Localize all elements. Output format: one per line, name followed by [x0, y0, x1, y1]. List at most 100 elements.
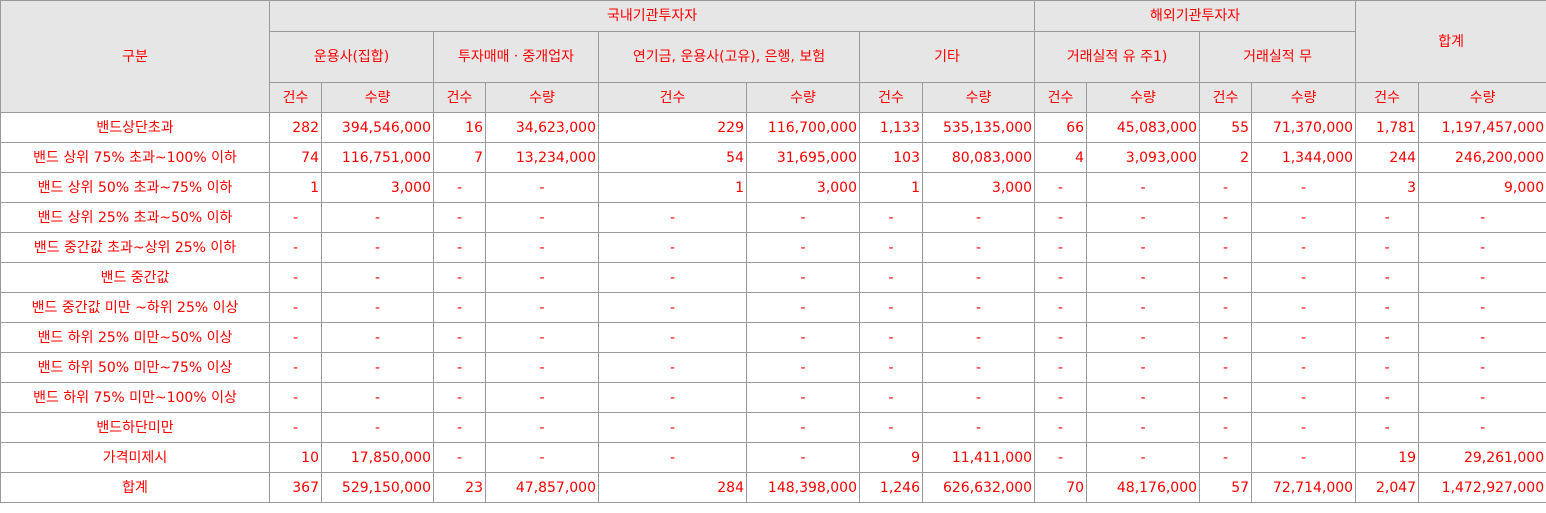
count-cell: - — [433, 262, 486, 293]
quantity-cell: 47,857,000 — [485, 472, 599, 503]
quantity-cell: - — [1086, 292, 1201, 323]
count-cell: 19 — [1355, 442, 1420, 473]
quantity-cell: - — [746, 202, 860, 233]
table-row: 밴드 하위 75% 미만~100% 이상 - - - - - - - - - - - - - - — [0, 382, 1546, 413]
quantity-cell: - — [1251, 232, 1357, 263]
count-cell: - — [1199, 382, 1253, 413]
count-cell: - — [859, 262, 923, 293]
count-column-header: 건수 — [1034, 82, 1088, 113]
quantity-cell: - — [485, 442, 599, 473]
quantity-cell: - — [921, 382, 1036, 413]
count-cell: - — [1355, 412, 1420, 443]
quantity-cell: 31,695,000 — [746, 142, 860, 173]
count-cell: - — [1199, 412, 1253, 443]
count-cell: 2 — [1199, 142, 1253, 173]
quantity-cell: - — [321, 232, 434, 263]
count-cell: - — [433, 202, 486, 233]
quantity-cell: - — [1086, 412, 1201, 443]
quantity-cell: 626,632,000 — [921, 472, 1036, 503]
count-cell: - — [1199, 322, 1253, 353]
count-cell: - — [859, 322, 923, 353]
row-label: 밴드 하위 50% 미만~75% 이상 — [0, 352, 270, 383]
quantity-cell: - — [321, 382, 434, 413]
count-cell: - — [1355, 262, 1420, 293]
quantity-cell: 48,176,000 — [1086, 472, 1201, 503]
count-cell: - — [269, 292, 322, 323]
quantity-cell: 116,700,000 — [746, 112, 860, 143]
count-cell: 16 — [433, 112, 486, 143]
group-header: 기타 — [858, 31, 1036, 83]
count-cell: 1 — [269, 172, 322, 203]
quantity-cell: - — [485, 172, 599, 203]
count-cell: - — [1355, 382, 1420, 413]
count-cell: - — [859, 352, 923, 383]
table-row: 밴드 상위 75% 초과~100% 이하 74 116,751,000 7 13,234… — [0, 142, 1546, 173]
count-cell: - — [269, 382, 322, 413]
quantity-column-header: 수량 — [321, 82, 434, 113]
quantity-cell: 17,850,000 — [321, 442, 434, 473]
quantity-cell: - — [485, 322, 599, 353]
table-row: 밴드하단미만 - - - - - - - - - - - - - - — [0, 412, 1546, 443]
count-cell: - — [269, 322, 322, 353]
table-body: 밴드상단초과 282 394,546,000 16 34,623,000 229 116,7… — [0, 112, 1546, 503]
count-cell: - — [433, 352, 486, 383]
count-cell: - — [1199, 292, 1253, 323]
row-label: 밴드 상위 50% 초과~75% 이하 — [0, 172, 270, 203]
quantity-cell: - — [321, 322, 434, 353]
count-cell: 2,047 — [1355, 472, 1420, 503]
quantity-cell: - — [746, 442, 860, 473]
count-cell: - — [433, 292, 486, 323]
count-cell: 1,781 — [1355, 112, 1420, 143]
group-header: 거래실적 무 — [1199, 31, 1357, 83]
quantity-cell: - — [1418, 412, 1546, 443]
quantity-column-header: 수량 — [1086, 82, 1201, 113]
count-cell: - — [598, 292, 747, 323]
row-label: 합계 — [0, 472, 270, 503]
quantity-cell: - — [1418, 352, 1546, 383]
quantity-cell: - — [1418, 262, 1546, 293]
quantity-cell: 13,234,000 — [485, 142, 599, 173]
count-cell: 74 — [269, 142, 322, 173]
quantity-cell: - — [485, 292, 599, 323]
quantity-cell: - — [1251, 172, 1357, 203]
table-row: 밴드 중간값 미만 ~하위 25% 이상 - - - - - - - - - - - - - - — [0, 292, 1546, 323]
count-cell: 10 — [269, 442, 322, 473]
quantity-cell: 1,197,457,000 — [1418, 112, 1546, 143]
quantity-cell: 11,411,000 — [921, 442, 1036, 473]
quantity-cell: - — [921, 232, 1036, 263]
quantity-cell: 1,472,927,000 — [1418, 472, 1546, 503]
quantity-cell: - — [485, 382, 599, 413]
count-column-header: 건수 — [859, 82, 923, 113]
count-cell: 1 — [859, 172, 923, 203]
quantity-cell: - — [321, 292, 434, 323]
table-row: 밴드 중간값 초과~상위 25% 이하 - - - - - - - - - - - - - - — [0, 232, 1546, 263]
quantity-column-header: 수량 — [485, 82, 599, 113]
quantity-cell: 9,000 — [1418, 172, 1546, 203]
count-cell: 57 — [1199, 472, 1253, 503]
count-cell: - — [598, 262, 747, 293]
quantity-cell: - — [1418, 292, 1546, 323]
count-cell: - — [269, 232, 322, 263]
count-cell: - — [1034, 382, 1088, 413]
quantity-cell: - — [1086, 322, 1201, 353]
table-row: 가격미제시 10 17,850,000- - - -9 11,411,000- - - -19 29… — [0, 442, 1546, 473]
quantity-cell: - — [1086, 352, 1201, 383]
quantity-column-header: 수량 — [746, 82, 860, 113]
quantity-cell: - — [1418, 382, 1546, 413]
quantity-cell: - — [746, 412, 860, 443]
quantity-cell: - — [485, 202, 599, 233]
count-cell: - — [859, 232, 923, 263]
row-label: 밴드 하위 75% 미만~100% 이상 — [0, 382, 270, 413]
count-cell: - — [1199, 202, 1253, 233]
count-cell: - — [1034, 352, 1088, 383]
quantity-cell: 29,261,000 — [1418, 442, 1546, 473]
row-label: 밴드 하위 25% 미만~50% 이상 — [0, 322, 270, 353]
table-row: 밴드 중간값 - - - - - - - - - - - - - - — [0, 262, 1546, 293]
count-cell: - — [1199, 352, 1253, 383]
count-cell: 3 — [1355, 172, 1420, 203]
quantity-cell: - — [1251, 262, 1357, 293]
count-cell: 103 — [859, 142, 923, 173]
count-cell: - — [433, 412, 486, 443]
table-row: 밴드 하위 25% 미만~50% 이상 - - - - - - - - - - - - - - — [0, 322, 1546, 353]
